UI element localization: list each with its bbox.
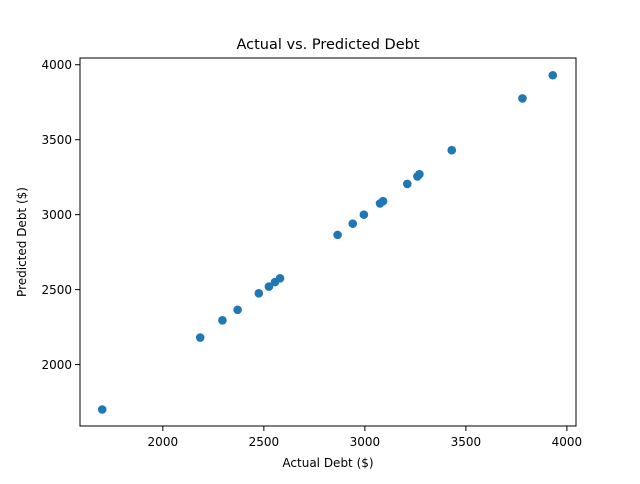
data-point-18 <box>518 94 527 103</box>
data-point-10 <box>348 219 358 228</box>
data-point-11 <box>359 210 369 219</box>
data-point-2 <box>195 333 205 342</box>
x-tick-label: 3000 <box>350 435 381 449</box>
data-point-4 <box>233 305 242 315</box>
x-tick-label: 4000 <box>552 435 583 449</box>
data-point-17 <box>447 145 457 155</box>
plot-area <box>97 70 558 414</box>
data-point-14 <box>403 179 412 189</box>
x-tick-label: 3500 <box>451 435 482 449</box>
x-axis-label: Actual Debt ($) <box>282 456 373 470</box>
data-point-16 <box>415 169 424 179</box>
data-point-1 <box>97 405 107 414</box>
data-point-6 <box>264 282 274 291</box>
y-tick-label: 2000 <box>41 358 72 372</box>
y-tick-label: 2500 <box>41 283 72 297</box>
x-tick-label: 2000 <box>148 435 179 449</box>
data-point-19 <box>548 70 558 80</box>
y-tick-label: 3500 <box>41 133 72 147</box>
axes-frame <box>79 57 577 427</box>
data-point-5 <box>254 289 264 298</box>
data-point-3 <box>218 316 227 325</box>
y-tick-label: 4000 <box>41 58 72 72</box>
y-axis-ticks: 2000 2500 3000 3500 4000 <box>41 58 80 372</box>
y-axis-label: Predicted Debt ($) <box>15 187 29 297</box>
data-point-13 <box>378 196 388 206</box>
data-point-9 <box>333 230 342 240</box>
data-point-8 <box>275 274 285 283</box>
chart-title: Actual vs. Predicted Debt <box>236 37 419 53</box>
y-tick-label: 3000 <box>41 208 72 222</box>
x-axis-ticks: 2000 2500 3000 3500 4000 <box>148 426 583 449</box>
x-tick-label: 2500 <box>249 435 280 449</box>
